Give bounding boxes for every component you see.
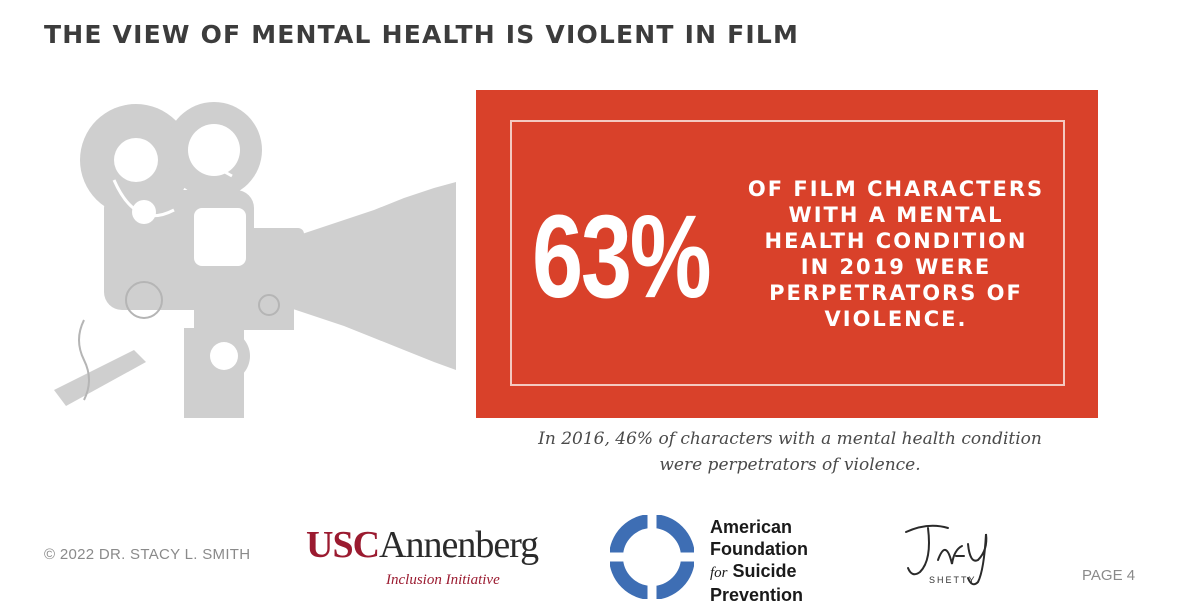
- page-title: THE VIEW OF MENTAL HEALTH IS VIOLENT IN …: [44, 20, 800, 49]
- afsp-line-2: Foundation: [710, 539, 808, 559]
- afsp-suicide: Suicide: [732, 561, 797, 581]
- afsp-logo-text: American Foundation for Suicide Preventi…: [710, 516, 850, 606]
- usc-logo-annenberg: Annenberg: [379, 524, 539, 566]
- usc-logo-subtitle: Inclusion Initiative: [386, 572, 500, 588]
- film-projector-icon: [54, 102, 456, 418]
- stat-percentage: 63%: [532, 191, 712, 323]
- usc-annenberg-logo: USCAnnenberg Inclusion Initiative: [306, 526, 556, 592]
- usc-logo-wordmark: USCAnnenberg: [306, 524, 539, 566]
- afsp-line-3: for Suicide: [710, 560, 850, 584]
- afsp-line-1: American: [710, 517, 793, 537]
- afsp-line-4: Prevention: [710, 585, 804, 605]
- page-number: PAGE 4: [1082, 567, 1136, 584]
- stat-highlight-box: 63% OF FILM CHARACTERS WITH A MENTAL HEA…: [476, 90, 1098, 418]
- stat-frame: [510, 120, 1065, 386]
- jay-shetty-logo: [905, 524, 988, 586]
- copyright-notice: © 2022 DR. STACY L. SMITH: [44, 546, 251, 563]
- usc-logo-usc: USC: [306, 524, 380, 566]
- jay-shetty-subtitle: SHETTY: [929, 575, 977, 585]
- stat-description: OF FILM CHARACTERS WITH A MENTAL HEALTH …: [747, 177, 1045, 331]
- life-ring-icon: [610, 515, 694, 599]
- comparison-caption: In 2016, 46% of characters with a mental…: [538, 429, 1042, 475]
- afsp-for: for: [710, 565, 728, 581]
